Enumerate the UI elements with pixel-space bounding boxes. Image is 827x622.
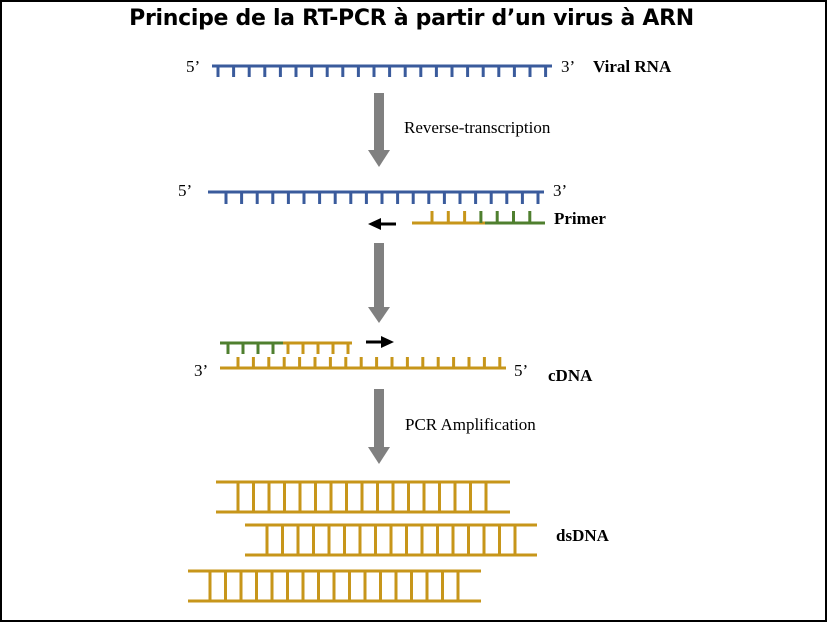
gray-down-arrow-icon xyxy=(368,93,390,167)
template-rna-3prime-label: 3’ xyxy=(553,181,567,200)
template-rna-strand xyxy=(208,190,544,204)
gray-down-arrow-icon xyxy=(368,389,390,464)
cdna-bases xyxy=(236,357,502,368)
cdna-5prime-label: 5’ xyxy=(514,361,528,380)
dsdna-molecule xyxy=(216,480,510,514)
right-direction-arrow-icon xyxy=(366,336,394,348)
gray-down-arrow-icon xyxy=(368,243,390,323)
primer-bases xyxy=(430,211,532,223)
primer-label: Primer xyxy=(554,209,606,228)
left-direction-arrow-icon xyxy=(368,218,396,230)
dsdna-label: dsDNA xyxy=(556,526,610,545)
cdna-3prime-label: 3’ xyxy=(194,361,208,380)
reverse-transcription-label: Reverse-transcription xyxy=(404,118,551,137)
dsdna-molecule xyxy=(245,523,537,557)
second-primer-strand xyxy=(220,341,352,354)
second-primer-bases xyxy=(226,343,350,354)
dsdna-molecule xyxy=(188,569,481,603)
viral-rna-label: Viral RNA xyxy=(593,57,672,76)
template-rna-bases xyxy=(224,192,540,204)
primer-strand xyxy=(412,211,545,225)
cdna-strand xyxy=(220,357,506,370)
viral-rna-5prime-label: 5’ xyxy=(186,57,200,76)
viral-rna-bases xyxy=(216,66,548,77)
cdna-label: cDNA xyxy=(548,366,593,385)
page-title: Principe de la RT-PCR à partir d’un viru… xyxy=(129,6,694,31)
viral-rna-3prime-label: 3’ xyxy=(561,57,575,76)
viral-rna-strand xyxy=(212,64,552,77)
pcr-amplification-label: PCR Amplification xyxy=(405,415,536,434)
template-rna-5prime-label: 5’ xyxy=(178,181,192,200)
